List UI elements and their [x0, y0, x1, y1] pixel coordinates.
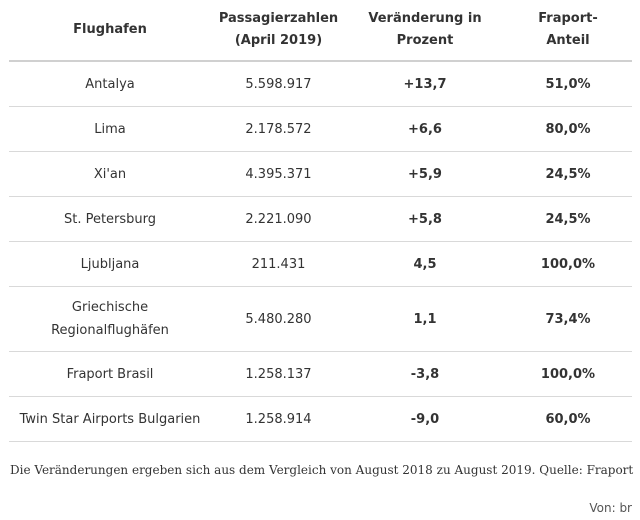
airport-name-line: Ljubljana	[80, 256, 140, 272]
table-row: Xi'an 4.395.371 +5,9 24,5%	[9, 151, 632, 197]
byline: Von: br	[589, 501, 632, 515]
table-row: Griechische Regionalflughäfen 5.480.280 1,1…	[9, 286, 632, 352]
table-row: St. Petersburg 2.221.090 +5,8 24,5%	[9, 196, 632, 242]
cell-airport: Lima	[9, 106, 211, 152]
airport-name-line: Lima	[94, 121, 126, 137]
cell-change: -9,0	[346, 396, 504, 442]
table-row: Ljubljana 211.431 4,5 100,0%	[9, 241, 632, 287]
cell-change: +13,7	[346, 61, 504, 107]
cell-share: 60,0%	[504, 396, 632, 442]
cell-passengers: 5.480.280	[211, 286, 346, 352]
header-share-line: Fraport-	[538, 11, 598, 26]
cell-passengers: 2.221.090	[211, 196, 346, 242]
header-passengers: Passagierzahlen (April 2019)	[211, 0, 346, 62]
cell-passengers: 1.258.914	[211, 396, 346, 442]
cell-airport: Xi'an	[9, 151, 211, 197]
table-body: Antalya 5.598.917 +13,7 51,0% Lima 2.178.572 +…	[9, 61, 632, 442]
airport-name-line: Xi'an	[93, 166, 127, 182]
table-row: Lima 2.178.572 +6,6 80,0%	[9, 106, 632, 152]
table-row: Twin Star Airports Bulgarien 1.258.914 -9,…	[9, 396, 632, 442]
cell-airport: Griechische Regionalflughäfen	[9, 286, 211, 352]
table-row: Fraport Brasil 1.258.137 -3,8 100,0%	[9, 351, 632, 397]
cell-passengers: 2.178.572	[211, 106, 346, 152]
airport-name-line: Regionalflughäfen	[51, 323, 169, 338]
table-header-row: Flughafen Passagierzahlen (April 2019) V…	[9, 0, 632, 62]
cell-share: 100,0%	[504, 351, 632, 397]
cell-passengers: 5.598.917	[211, 61, 346, 107]
cell-passengers: 4.395.371	[211, 151, 346, 197]
airport-name-line: Twin Star Airports Bulgarien	[19, 411, 201, 427]
cell-airport: St. Petersburg	[9, 196, 211, 242]
header-change-line: Prozent	[396, 33, 454, 48]
header-airport-line: Flughafen	[73, 22, 147, 37]
cell-airport: Twin Star Airports Bulgarien	[9, 396, 211, 442]
footnote: Die Veränderungen ergeben sich aus dem V…	[10, 463, 634, 477]
cell-share: 24,5%	[504, 151, 632, 197]
airport-name-line: Fraport Brasil	[66, 366, 154, 382]
cell-change: +5,8	[346, 196, 504, 242]
header-change-line: Veränderung in	[368, 11, 482, 26]
table-row: Antalya 5.598.917 +13,7 51,0%	[9, 61, 632, 107]
airport-name-line: Griechische	[71, 300, 149, 315]
cell-share: 51,0%	[504, 61, 632, 107]
airport-name-line: Antalya	[85, 76, 135, 92]
header-share: Fraport- Anteil	[504, 0, 632, 62]
header-share-line: Anteil	[546, 33, 590, 48]
airport-name-line: St. Petersburg	[63, 211, 157, 227]
cell-share: 100,0%	[504, 241, 632, 287]
cell-change: 1,1	[346, 286, 504, 352]
cell-airport: Fraport Brasil	[9, 351, 211, 397]
cell-passengers: 1.258.137	[211, 351, 346, 397]
header-airport: Flughafen	[9, 0, 211, 62]
cell-change: -3,8	[346, 351, 504, 397]
passenger-table: Flughafen Passagierzahlen (April 2019) V…	[9, 0, 632, 442]
header-passengers-line: (April 2019)	[234, 33, 323, 48]
cell-share: 73,4%	[504, 286, 632, 352]
cell-change: +6,6	[346, 106, 504, 152]
cell-airport: Antalya	[9, 61, 211, 107]
cell-airport: Ljubljana	[9, 241, 211, 287]
cell-share: 24,5%	[504, 196, 632, 242]
cell-change: +5,9	[346, 151, 504, 197]
cell-change: 4,5	[346, 241, 504, 287]
cell-share: 80,0%	[504, 106, 632, 152]
header-passengers-line: Passagierzahlen	[218, 11, 339, 26]
header-change: Veränderung in Prozent	[346, 0, 504, 62]
cell-passengers: 211.431	[211, 241, 346, 287]
